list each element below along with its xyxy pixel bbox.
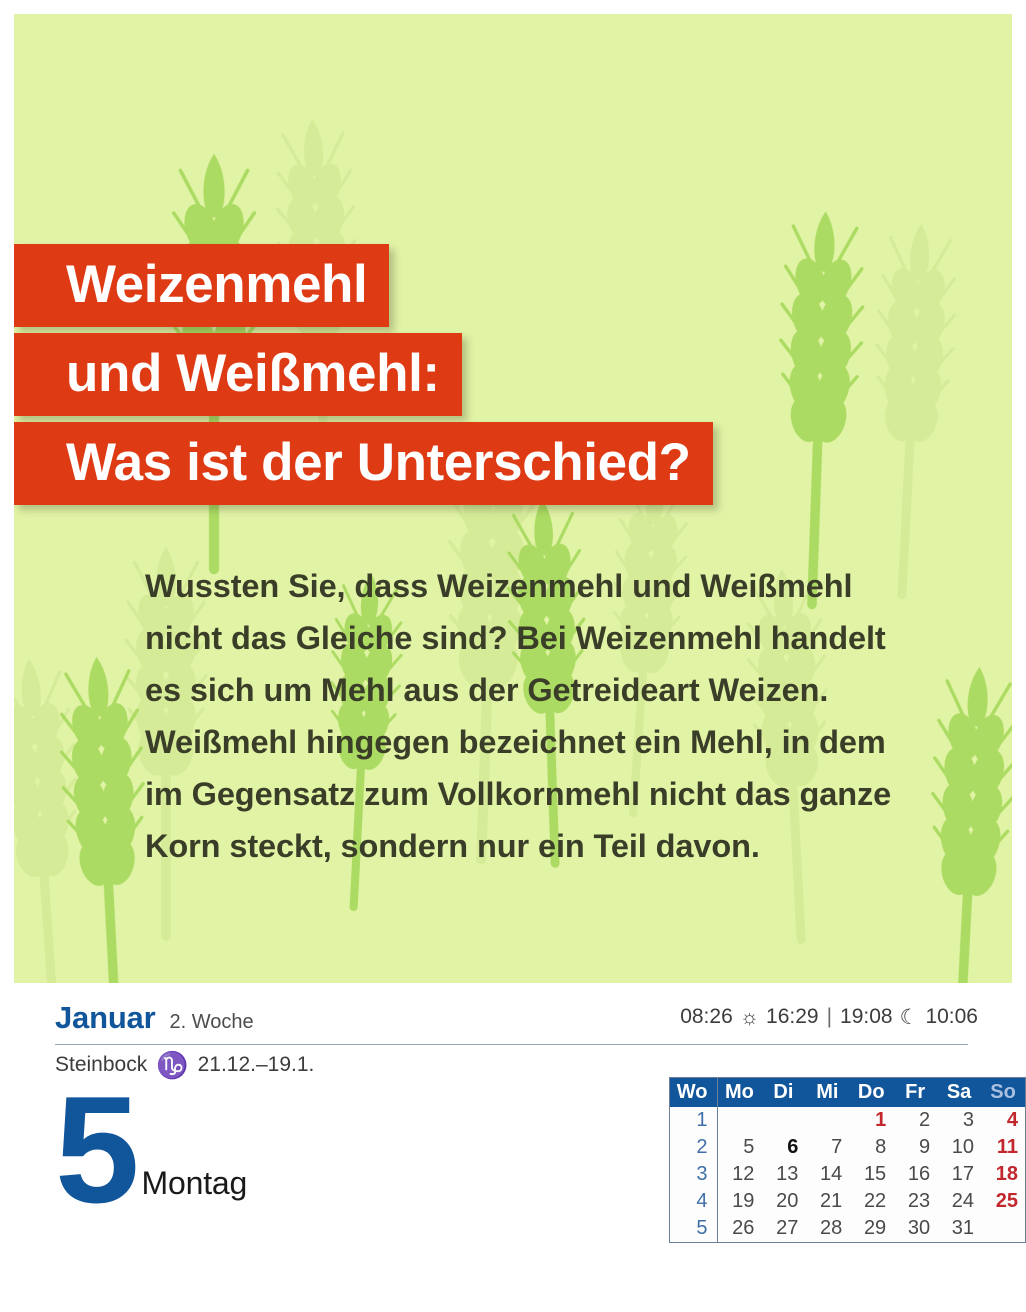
- mini-day-31[interactable]: 31: [951, 1217, 975, 1239]
- mini-day-9[interactable]: 9: [918, 1136, 931, 1158]
- mini-week-number: 5: [670, 1215, 718, 1242]
- mini-day-27[interactable]: 27: [776, 1217, 799, 1239]
- headline-line-1-row: Weizenmehl: [14, 244, 1012, 333]
- mini-day-6[interactable]: 6: [787, 1136, 799, 1158]
- calendar-strip: Januar 2. Woche 08:26 ☼ 16:29 | 19:08 ☾ …: [0, 983, 1026, 1312]
- mini-day-11[interactable]: 11: [996, 1136, 1018, 1158]
- month-row: Januar 2. Woche: [55, 1000, 254, 1036]
- mini-day-24[interactable]: 24: [951, 1190, 975, 1212]
- mini-day-empty: [717, 1107, 761, 1134]
- mini-day-5[interactable]: 5: [743, 1136, 755, 1158]
- mini-day-13[interactable]: 13: [776, 1163, 799, 1185]
- zodiac-name: Steinbock: [55, 1053, 148, 1076]
- mini-day-22[interactable]: 22: [863, 1190, 887, 1212]
- headline-line-1: Weizenmehl: [14, 244, 390, 327]
- mini-week-number: 3: [670, 1161, 718, 1188]
- mini-day-12[interactable]: 12: [732, 1163, 755, 1185]
- mini-header-wo: Wo: [670, 1078, 718, 1107]
- day-name: Montag: [141, 1164, 248, 1201]
- moon-icon: ☾: [899, 1005, 919, 1029]
- mini-week-row: 5 26 27 28 29 30 31: [670, 1215, 1025, 1242]
- capricorn-icon: ♑: [156, 1050, 189, 1080]
- sun-moon-times: 08:26 ☼ 16:29 | 19:08 ☾ 10:06: [680, 1005, 978, 1029]
- times-separator: |: [826, 1005, 833, 1028]
- mini-week-row: 3 12 13 14 15 16 17 18: [670, 1161, 1025, 1188]
- mini-day-3[interactable]: 3: [962, 1109, 975, 1131]
- mini-week-number: 1: [670, 1107, 718, 1134]
- headline-line-3-row: Was ist der Unterschied?: [14, 422, 1012, 511]
- hero-panel: Weizenmehl und Weißmehl: Was ist der Unt…: [14, 14, 1012, 983]
- moonset-time: 10:06: [925, 1005, 978, 1028]
- mini-day-23[interactable]: 23: [907, 1190, 931, 1212]
- mini-month-calendar[interactable]: Wo Mo Di Mi Do Fr Sa So 1 1 2 3 4 2 5 6 7 8 9 10 11 3 12 13 14 1…: [669, 1077, 1026, 1243]
- mini-header-sa: Sa: [937, 1078, 982, 1107]
- mini-header-mi: Mi: [805, 1078, 850, 1107]
- headline-line-2: und Weißmehl:: [14, 333, 462, 416]
- mini-week-row: 4 19 20 21 22 23 24 25: [670, 1188, 1025, 1215]
- mini-day-15[interactable]: 15: [863, 1163, 887, 1185]
- headline-block: Weizenmehl und Weißmehl: Was ist der Unt…: [14, 244, 1012, 511]
- article-body-text: Wussten Sie, dass Weizenmehl und Weißmeh…: [145, 568, 892, 864]
- headline-line-3: Was ist der Unterschied?: [14, 422, 713, 505]
- mini-day-7[interactable]: 7: [831, 1136, 843, 1158]
- mini-week-row: 1 1 2 3 4: [670, 1107, 1025, 1134]
- mini-day-26[interactable]: 26: [732, 1217, 755, 1239]
- mini-day-empty: [805, 1107, 849, 1134]
- sunset-time: 16:29: [766, 1005, 819, 1028]
- mini-day-8[interactable]: 8: [875, 1136, 887, 1158]
- zodiac-row: Steinbock ♑ 21.12.–19.1.: [55, 1052, 314, 1078]
- mini-month-header-row: Wo Mo Di Mi Do Fr Sa So: [670, 1078, 1025, 1107]
- day-display: 5 Montag: [55, 1065, 248, 1235]
- moonrise-time: 19:08: [840, 1005, 893, 1028]
- mini-day-2[interactable]: 2: [918, 1109, 931, 1131]
- mini-day-30[interactable]: 30: [907, 1217, 931, 1239]
- mini-day-14[interactable]: 14: [820, 1163, 843, 1185]
- article-body: Wussten Sie, dass Weizenmehl und Weißmeh…: [145, 560, 905, 872]
- mini-day-18[interactable]: 18: [995, 1163, 1018, 1185]
- headline-line-2-row: und Weißmehl:: [14, 333, 1012, 422]
- mini-header-di: Di: [761, 1078, 806, 1107]
- mini-month-table: Wo Mo Di Mi Do Fr Sa So 1 1 2 3 4 2 5 6 7 8 9 10 11 3 12 13 14 1…: [670, 1078, 1025, 1242]
- mini-day-empty: [761, 1107, 805, 1134]
- mini-day-1[interactable]: 1: [875, 1109, 887, 1131]
- mini-day-28[interactable]: 28: [820, 1217, 843, 1239]
- mini-header-fr: Fr: [893, 1078, 938, 1107]
- mini-day-empty: [981, 1215, 1025, 1242]
- mini-day-29[interactable]: 29: [863, 1217, 887, 1239]
- mini-day-19[interactable]: 19: [732, 1190, 755, 1212]
- mini-week-number: 2: [670, 1134, 718, 1161]
- day-number: 5: [55, 1065, 140, 1235]
- mini-week-row: 2 5 6 7 8 9 10 11: [670, 1134, 1025, 1161]
- sunrise-time: 08:26: [680, 1005, 733, 1028]
- mini-header-do: Do: [849, 1078, 894, 1107]
- mini-day-20[interactable]: 20: [776, 1190, 799, 1212]
- mini-header-so: So: [981, 1078, 1025, 1107]
- mini-month-body: 1 1 2 3 4 2 5 6 7 8 9 10 11 3 12 13 14 15 16 17 18 4 19 20 21 22 2…: [670, 1107, 1025, 1242]
- mini-week-number: 4: [670, 1188, 718, 1215]
- sun-icon: ☼: [739, 1005, 760, 1029]
- mini-month-head: Wo Mo Di Mi Do Fr Sa So: [670, 1078, 1025, 1107]
- week-number-label: 2. Woche: [169, 1011, 254, 1033]
- mini-day-21[interactable]: 21: [820, 1190, 843, 1212]
- mini-day-25[interactable]: 25: [995, 1190, 1018, 1212]
- mini-day-16[interactable]: 16: [907, 1163, 931, 1185]
- mini-day-4[interactable]: 4: [1006, 1109, 1018, 1131]
- header-divider: [55, 1044, 968, 1045]
- mini-header-mo: Mo: [717, 1078, 762, 1107]
- month-label: Januar: [55, 1000, 156, 1035]
- mini-day-10[interactable]: 10: [951, 1136, 975, 1158]
- zodiac-date-range: 21.12.–19.1.: [197, 1053, 315, 1076]
- mini-day-17[interactable]: 17: [951, 1163, 975, 1185]
